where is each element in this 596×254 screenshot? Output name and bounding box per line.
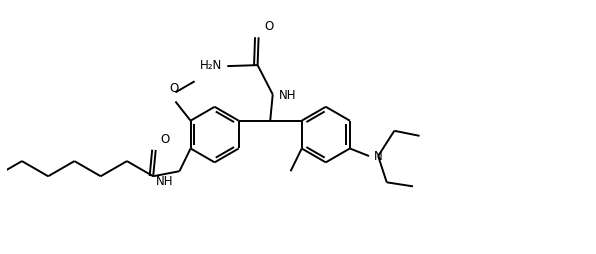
Text: NH: NH xyxy=(156,175,173,188)
Text: O: O xyxy=(265,20,274,33)
Text: N: N xyxy=(374,150,383,163)
Text: O: O xyxy=(170,83,179,96)
Text: H₂N: H₂N xyxy=(200,59,222,72)
Text: NH: NH xyxy=(279,89,296,102)
Text: O: O xyxy=(161,133,170,146)
